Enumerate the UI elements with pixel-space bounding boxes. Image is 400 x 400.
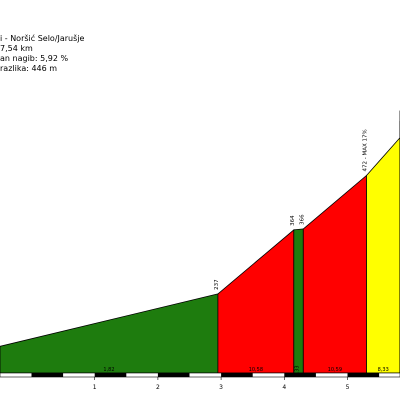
info-elevation-difference: razlika: 446 m [0,64,58,73]
x-tick-label-2: 2 [156,384,160,391]
scale-bar-block [31,373,64,377]
info-distance: 7,54 km [0,44,33,53]
grade-label-1: 1,82 [103,367,114,373]
profile-segment-2 [217,229,295,374]
scale-bar-block [284,373,316,377]
x-tick-label-3: 3 [219,384,223,391]
scale-bar-block [157,373,190,377]
x-tick-label-5: 5 [346,384,350,391]
info-average-grade: an nagib: 5,92 % [0,54,69,63]
grade-label-4: 10,59 [328,367,342,373]
scale-bar-block [221,373,253,377]
elevation-label-4: 472 - MAX 17% [362,129,368,171]
grade-label-3: 1,33 [295,365,301,376]
profile-segment-5 [366,137,400,374]
scale-bar-block [347,373,380,377]
profile-segment-3 [293,228,304,374]
scale-bar-block [94,373,127,377]
profile-segment-1 [0,293,219,374]
distance-scale-bar [0,372,400,378]
x-tick-label-1: 1 [93,384,97,391]
distance-axis: 123456 [0,372,400,391]
profile-segment-4 [302,174,367,374]
grade-label-5: 8,33 [378,367,389,373]
chart-title: i - Noršić Selo/Jarušje [0,34,85,43]
profile-segments [0,110,400,374]
elevation-label-3: 366 [299,214,305,225]
grade-label-2: 10,58 [249,367,263,373]
elevation-label-1: 237 [214,279,220,290]
x-tick-label-4: 4 [282,384,286,391]
elevation-label-2: 364 [290,215,296,226]
